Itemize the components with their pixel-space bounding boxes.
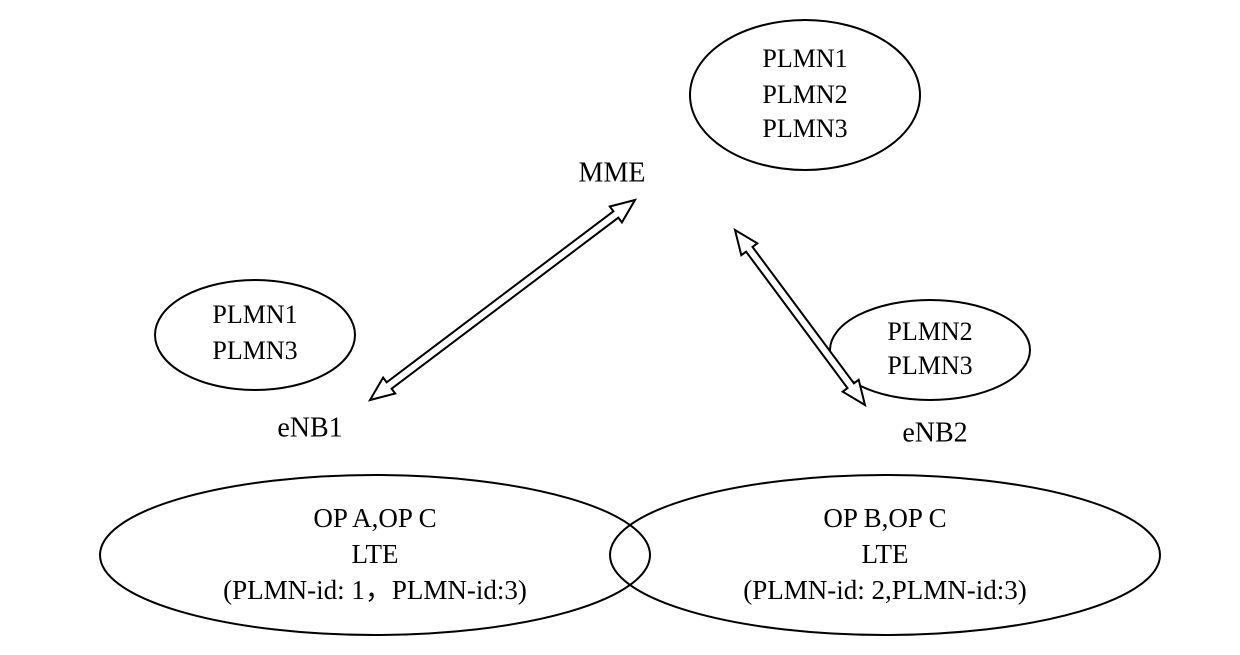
enb1-line-1: PLMN3 [212,336,297,365]
enb1-label: eNB1 [277,412,342,443]
enb2-line-0: PLMN2 [887,317,972,346]
mme-label: MME [579,157,646,188]
cell2-line-1: LTE [862,539,909,569]
cell1-line-2: (PLMN-id: 1，PLMN-id:3) [223,575,527,605]
enb1-line-0: PLMN1 [212,300,297,329]
cell2-line-2: (PLMN-id: 2,PLMN-id:3) [743,575,1027,605]
cell1-line-1: LTE [352,539,399,569]
mme-line-2: PLMN3 [762,114,847,143]
mme-line-0: PLMN1 [762,44,847,73]
cell1-line-0: OP A,OP C [313,503,436,533]
mme-line-1: PLMN2 [762,80,847,109]
enb2-line-1: PLMN3 [887,351,972,380]
enb2-label: eNB2 [902,417,967,448]
cell2-line-0: OP B,OP C [823,503,946,533]
